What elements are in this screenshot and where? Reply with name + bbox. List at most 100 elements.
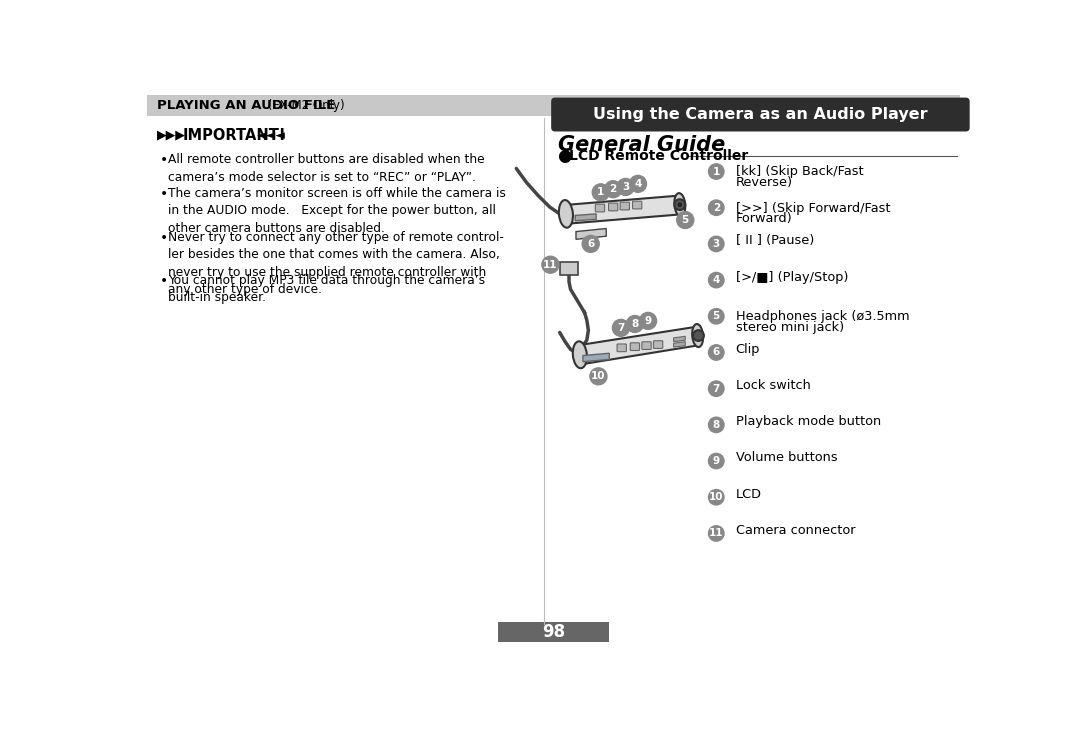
Text: You cannot play MP3 file data through the camera’s
built-in speaker.: You cannot play MP3 file data through th… (167, 274, 485, 304)
Text: 8: 8 (713, 420, 720, 430)
Text: 9: 9 (645, 316, 651, 326)
Circle shape (708, 490, 724, 505)
FancyBboxPatch shape (642, 342, 651, 350)
FancyBboxPatch shape (561, 262, 578, 274)
Circle shape (639, 312, 657, 329)
Polygon shape (565, 196, 681, 224)
Polygon shape (576, 214, 596, 220)
FancyBboxPatch shape (595, 204, 605, 212)
Text: ●: ● (556, 147, 571, 165)
FancyBboxPatch shape (631, 343, 639, 350)
Polygon shape (583, 353, 609, 362)
Text: 10: 10 (591, 372, 606, 381)
Circle shape (542, 256, 559, 273)
Circle shape (708, 417, 724, 433)
Text: [>/■] (Play/Stop): [>/■] (Play/Stop) (735, 271, 848, 283)
Circle shape (605, 181, 622, 198)
Text: [>>] (Skip Forward/Fast: [>>] (Skip Forward/Fast (735, 201, 890, 215)
FancyBboxPatch shape (617, 344, 626, 352)
Text: •: • (160, 231, 168, 245)
Text: ◄◄◄: ◄◄◄ (257, 128, 286, 142)
Text: 3: 3 (713, 239, 720, 249)
Circle shape (630, 175, 647, 192)
Text: 4: 4 (634, 179, 642, 189)
Circle shape (677, 202, 683, 207)
Circle shape (708, 381, 724, 396)
Circle shape (626, 315, 644, 332)
Text: The camera’s monitor screen is off while the camera is
in the AUDIO mode.   Exce: The camera’s monitor screen is off while… (167, 187, 505, 235)
Text: 2: 2 (713, 203, 720, 212)
Text: 10: 10 (708, 492, 724, 502)
Text: 5: 5 (681, 215, 689, 225)
Text: PLAYING AN AUDIO FILE: PLAYING AN AUDIO FILE (157, 99, 335, 112)
Circle shape (582, 236, 599, 253)
Circle shape (708, 309, 724, 324)
Text: All remote controller buttons are disabled when the
camera’s mode selector is se: All remote controller buttons are disabl… (167, 153, 484, 183)
Circle shape (708, 453, 724, 469)
FancyBboxPatch shape (498, 622, 609, 642)
Text: 6: 6 (588, 239, 594, 249)
Text: [kk] (Skip Back/Fast: [kk] (Skip Back/Fast (735, 166, 863, 178)
Circle shape (708, 272, 724, 288)
Text: Clip: Clip (735, 343, 760, 356)
Text: stereo mini jack): stereo mini jack) (735, 321, 843, 334)
Text: Volume buttons: Volume buttons (735, 451, 837, 464)
FancyBboxPatch shape (608, 203, 618, 211)
Text: (EX-M2 Only): (EX-M2 Only) (265, 99, 345, 112)
Text: ▶▶▶: ▶▶▶ (157, 128, 186, 142)
Text: 8: 8 (631, 319, 638, 329)
Circle shape (590, 368, 607, 385)
Circle shape (693, 330, 704, 341)
Text: 2: 2 (609, 184, 617, 194)
Text: Reverse): Reverse) (735, 176, 793, 189)
FancyBboxPatch shape (653, 341, 663, 348)
Text: 7: 7 (618, 323, 624, 333)
Text: 7: 7 (713, 384, 720, 393)
Text: Playback mode button: Playback mode button (735, 415, 881, 429)
Text: General Guide: General Guide (558, 135, 726, 155)
Circle shape (708, 526, 724, 541)
Ellipse shape (572, 342, 586, 368)
Text: 4: 4 (713, 275, 720, 285)
Circle shape (708, 200, 724, 215)
Text: 98: 98 (542, 623, 565, 641)
Circle shape (677, 212, 693, 228)
Text: Lock switch: Lock switch (735, 379, 810, 392)
Text: 3: 3 (622, 182, 630, 192)
Text: Forward): Forward) (735, 212, 793, 226)
Polygon shape (674, 337, 685, 342)
Text: Never try to connect any other type of remote control-
ler besides the one that : Never try to connect any other type of r… (167, 231, 503, 296)
Ellipse shape (692, 324, 703, 347)
Text: 9: 9 (713, 456, 719, 466)
Polygon shape (576, 228, 606, 239)
FancyBboxPatch shape (633, 201, 642, 209)
FancyBboxPatch shape (147, 94, 960, 116)
FancyBboxPatch shape (620, 202, 630, 210)
Circle shape (708, 237, 724, 252)
Text: 11: 11 (543, 260, 557, 269)
Text: Camera connector: Camera connector (735, 524, 855, 537)
Text: IMPORTANT!: IMPORTANT! (183, 128, 286, 143)
Text: LCD: LCD (735, 488, 761, 501)
Ellipse shape (674, 193, 686, 216)
FancyBboxPatch shape (551, 98, 970, 131)
Circle shape (617, 178, 634, 196)
Polygon shape (578, 326, 699, 365)
Text: 1: 1 (597, 188, 605, 197)
Ellipse shape (558, 200, 573, 228)
Text: Using the Camera as an Audio Player: Using the Camera as an Audio Player (593, 107, 928, 122)
Text: 1: 1 (713, 166, 720, 177)
Circle shape (708, 164, 724, 180)
Text: [ II ] (Pause): [ II ] (Pause) (735, 234, 814, 247)
Text: •: • (160, 153, 168, 167)
Text: •: • (160, 274, 168, 288)
Text: 11: 11 (708, 529, 724, 539)
Text: •: • (160, 187, 168, 201)
Text: 6: 6 (713, 347, 720, 358)
Text: Headphones jack (ø3.5mm: Headphones jack (ø3.5mm (735, 310, 909, 323)
Circle shape (612, 319, 630, 337)
Text: 5: 5 (713, 311, 720, 321)
Circle shape (592, 184, 609, 201)
Circle shape (708, 345, 724, 360)
Polygon shape (674, 342, 685, 347)
